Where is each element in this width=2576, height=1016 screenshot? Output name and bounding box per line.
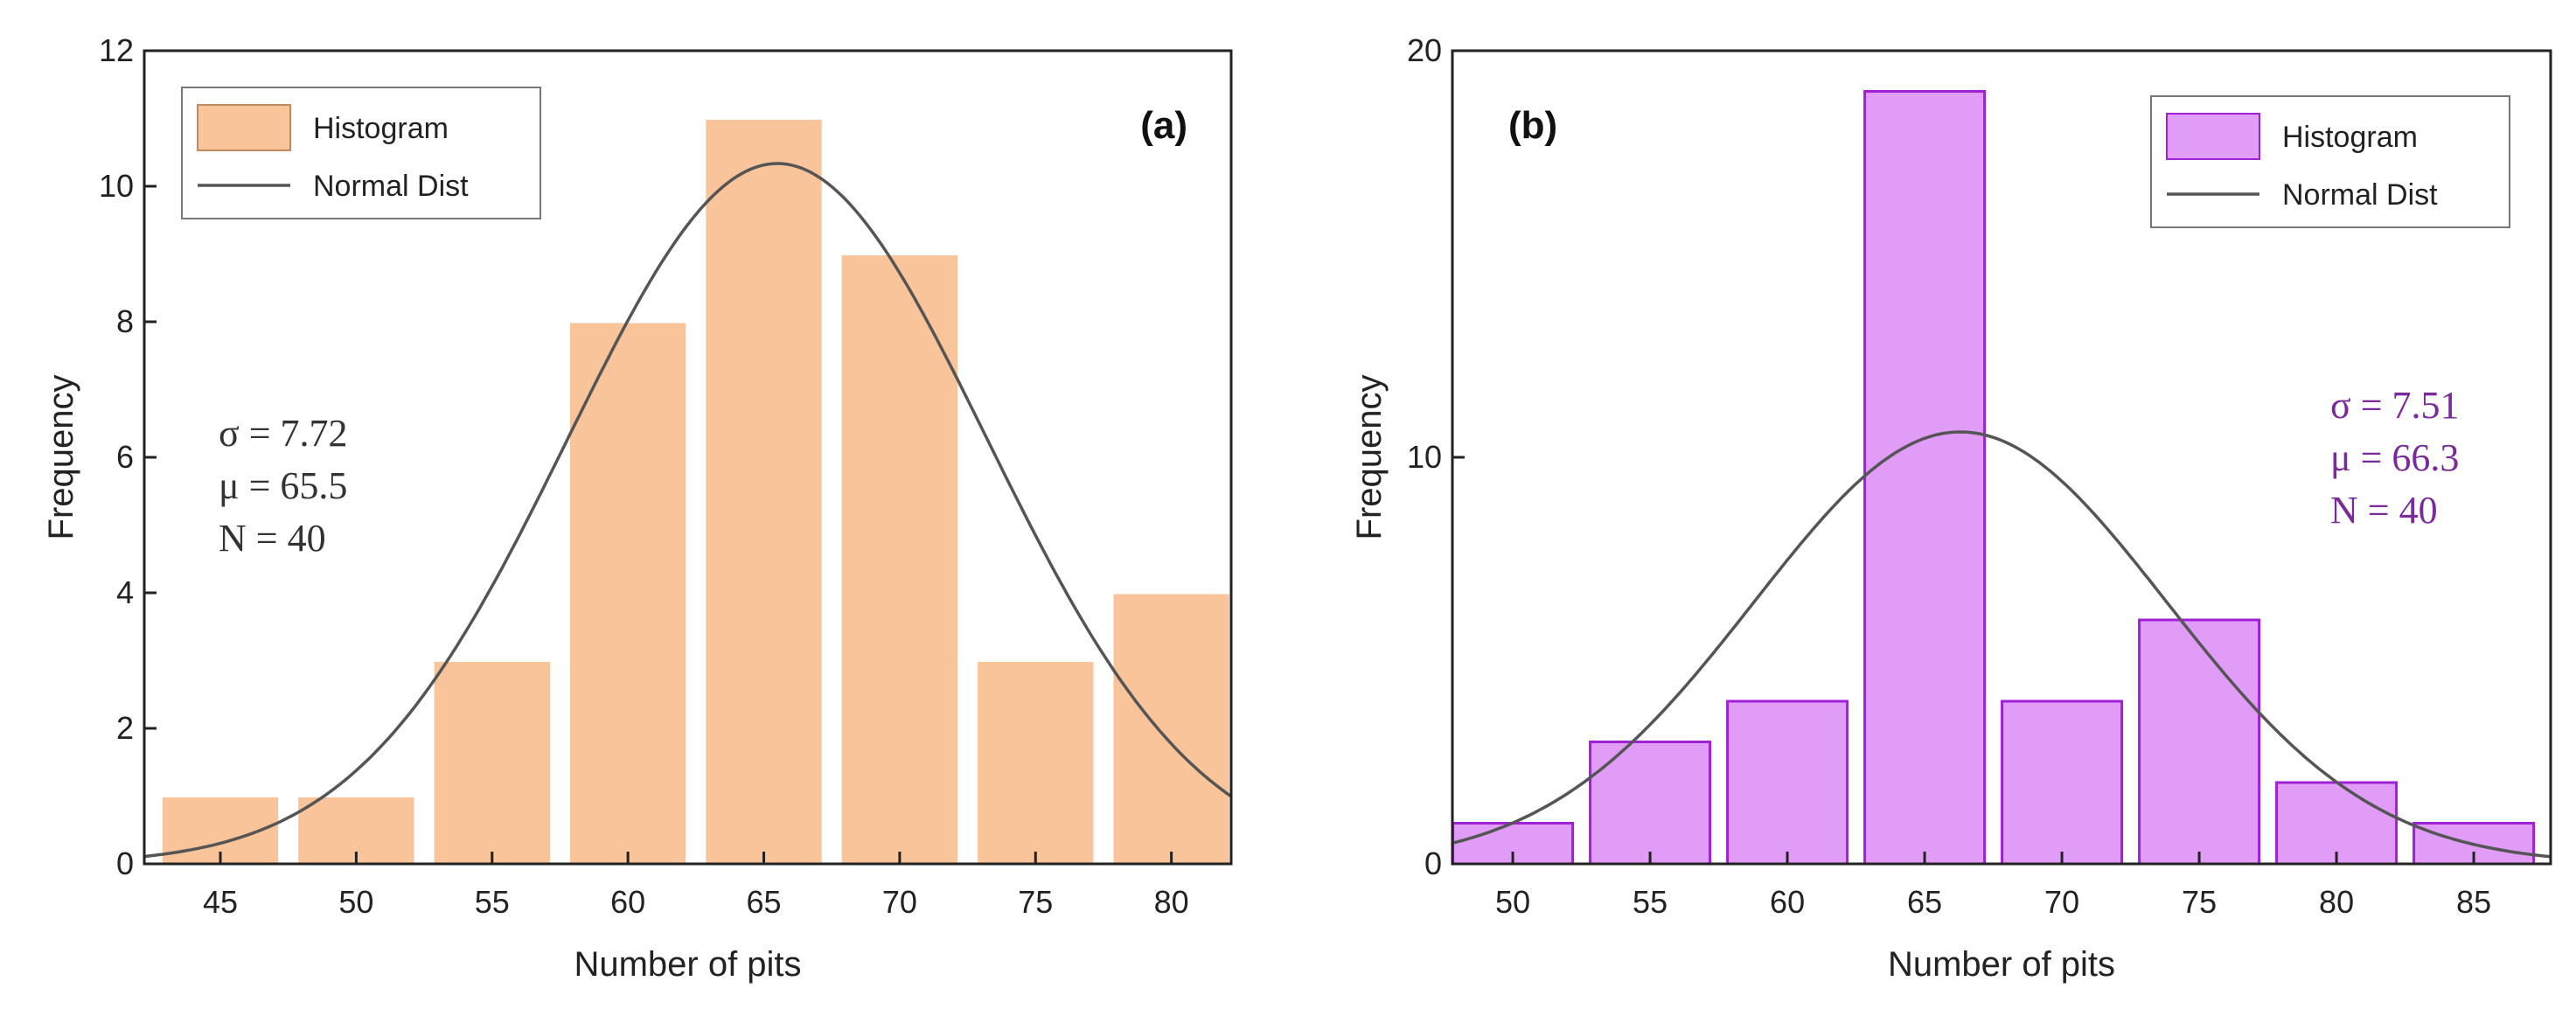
legend: Histogram Normal Dist <box>2150 95 2510 228</box>
x-tick-label: 80 <box>2319 884 2354 920</box>
panel-label: (b) <box>1508 104 1557 147</box>
y-axis-label: Frequency <box>1350 375 1389 540</box>
bar-60 <box>1726 699 1849 866</box>
y-tick-label: 12 <box>99 32 134 68</box>
y-tick-label: 6 <box>116 439 134 475</box>
stats-block: σ = 7.51 μ = 66.3 N = 40 <box>2330 384 2460 532</box>
stat-sigma: σ = 7.51 <box>2330 384 2460 427</box>
x-axis-label: Number of pits <box>574 945 801 984</box>
y-tick-label: 2 <box>116 710 134 746</box>
bar-70 <box>2001 699 2124 866</box>
bar-75 <box>975 659 1097 866</box>
bar-80 <box>1110 591 1232 866</box>
x-tick-label: 55 <box>475 884 510 920</box>
bar-65 <box>703 117 825 866</box>
x-tick-label: 85 <box>2456 884 2491 920</box>
y-tick-label: 20 <box>1407 32 1442 68</box>
legend-label-histogram: Histogram <box>2282 121 2418 154</box>
x-tick-label: 60 <box>1770 884 1805 920</box>
y-tick-label: 0 <box>116 846 134 881</box>
y-tick-label: 10 <box>1407 439 1442 475</box>
x-tick-label: 55 <box>1633 884 1667 920</box>
bar-55 <box>1589 741 1712 866</box>
legend-label-normal: Normal Dist <box>313 170 469 203</box>
normal-dist-curve <box>1452 430 2552 859</box>
legend-swatch-histogram <box>2166 113 2260 160</box>
stat-mu: μ = 65.5 <box>219 464 347 507</box>
x-tick-label: 50 <box>338 884 373 920</box>
y-tick-label: 8 <box>116 303 134 339</box>
bar-80 <box>2275 781 2398 866</box>
bar-55 <box>431 659 553 866</box>
legend-label-histogram: Histogram <box>313 112 449 145</box>
x-tick-label: 50 <box>1495 884 1530 920</box>
stat-n: N = 40 <box>2330 489 2438 532</box>
bar-65 <box>1863 90 1987 866</box>
normal-dist-curve <box>143 162 1232 859</box>
x-axis-label: Number of pits <box>1888 945 2115 984</box>
chart-panel-b: 0 10 20 50 55 60 65 70 75 80 85 Number of pits Frequ… <box>1350 32 2552 984</box>
x-tick-label: 65 <box>746 884 781 920</box>
legend-label-normal: Normal Dist <box>2282 178 2438 212</box>
stat-n: N = 40 <box>219 517 326 560</box>
legend: Histogram Normal Dist <box>181 87 541 219</box>
y-tick-label: 10 <box>99 168 134 204</box>
y-axis-label: Frequency <box>42 375 80 540</box>
y-tick-label: 0 <box>1424 846 1442 881</box>
x-tick-label: 80 <box>1154 884 1189 920</box>
x-tick-label: 65 <box>1907 884 1942 920</box>
chart-panel-a: 0 2 4 6 8 10 12 45 50 55 60 65 70 75 80 Number of pits F… <box>42 32 1233 984</box>
x-tick-label: 70 <box>882 884 917 920</box>
panel-label: (a) <box>1140 104 1187 147</box>
x-tick-label: 75 <box>1018 884 1053 920</box>
stats-block: σ = 7.72 μ = 65.5 N = 40 <box>219 412 348 560</box>
legend-swatch-histogram <box>197 104 291 151</box>
x-tick-label: 75 <box>2182 884 2217 920</box>
bar-70 <box>839 253 961 866</box>
x-tick-label: 60 <box>610 884 645 920</box>
x-tick-label: 70 <box>2044 884 2079 920</box>
bar-75 <box>2138 618 2261 866</box>
y-tick-label: 4 <box>116 574 134 610</box>
x-tick-label: 45 <box>203 884 238 920</box>
stat-mu: μ = 66.3 <box>2330 436 2459 479</box>
stat-sigma: σ = 7.72 <box>219 412 348 455</box>
